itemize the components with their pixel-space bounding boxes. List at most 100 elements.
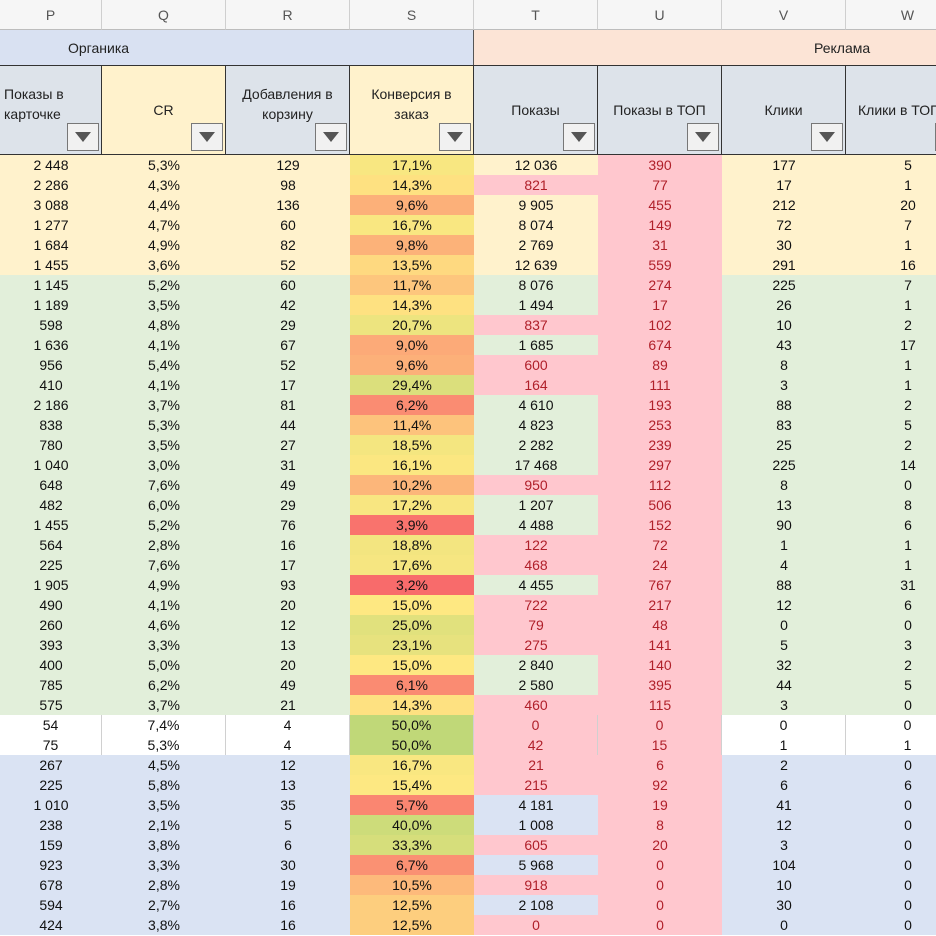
cell-top-clicks[interactable]: 7 xyxy=(846,215,936,235)
cell-clicks[interactable]: 10 xyxy=(722,315,846,335)
cell-clicks[interactable]: 10 xyxy=(722,875,846,895)
cell-order-conversion[interactable]: 11,7% xyxy=(350,275,474,295)
cell-order-conversion[interactable]: 9,8% xyxy=(350,235,474,255)
cell-card-views[interactable]: 1 455 xyxy=(0,255,102,275)
cell-add-to-cart[interactable]: 21 xyxy=(226,695,350,715)
cell-cr[interactable]: 4,7% xyxy=(102,215,226,235)
cell-order-conversion[interactable]: 33,3% xyxy=(350,835,474,855)
cell-clicks[interactable]: 8 xyxy=(722,355,846,375)
cell-impressions[interactable]: 2 840 xyxy=(474,655,598,675)
cell-top-clicks[interactable]: 0 xyxy=(846,895,936,915)
cell-clicks[interactable]: 41 xyxy=(722,795,846,815)
cell-add-to-cart[interactable]: 76 xyxy=(226,515,350,535)
field-header-card-views[interactable]: Показы в карточке xyxy=(0,65,102,155)
cell-top-clicks[interactable]: 0 xyxy=(846,915,936,935)
cell-card-views[interactable]: 923 xyxy=(0,855,102,875)
cell-add-to-cart[interactable]: 60 xyxy=(226,215,350,235)
cell-top-impressions[interactable]: 89 xyxy=(598,355,722,375)
cell-top-clicks[interactable]: 5 xyxy=(846,675,936,695)
cell-add-to-cart[interactable]: 4 xyxy=(226,735,350,755)
cell-cr[interactable]: 5,2% xyxy=(102,515,226,535)
cell-cr[interactable]: 5,3% xyxy=(102,155,226,175)
cell-top-impressions[interactable]: 102 xyxy=(598,315,722,335)
cell-order-conversion[interactable]: 15,0% xyxy=(350,595,474,615)
cell-top-impressions[interactable]: 92 xyxy=(598,775,722,795)
cell-add-to-cart[interactable]: 20 xyxy=(226,595,350,615)
cell-clicks[interactable]: 83 xyxy=(722,415,846,435)
cell-top-impressions[interactable]: 48 xyxy=(598,615,722,635)
filter-dropdown-button[interactable] xyxy=(67,123,99,151)
cell-top-impressions[interactable]: 239 xyxy=(598,435,722,455)
cell-order-conversion[interactable]: 6,1% xyxy=(350,675,474,695)
cell-clicks[interactable]: 12 xyxy=(722,595,846,615)
cell-impressions[interactable]: 9 905 xyxy=(474,195,598,215)
cell-top-clicks[interactable]: 1 xyxy=(846,555,936,575)
cell-order-conversion[interactable]: 14,3% xyxy=(350,295,474,315)
cell-top-impressions[interactable]: 217 xyxy=(598,595,722,615)
cell-add-to-cart[interactable]: 82 xyxy=(226,235,350,255)
cell-order-conversion[interactable]: 20,7% xyxy=(350,315,474,335)
cell-card-views[interactable]: 490 xyxy=(0,595,102,615)
cell-top-clicks[interactable]: 0 xyxy=(846,475,936,495)
filter-dropdown-button[interactable] xyxy=(191,123,223,151)
cell-add-to-cart[interactable]: 49 xyxy=(226,675,350,695)
cell-cr[interactable]: 3,5% xyxy=(102,295,226,315)
filter-dropdown-button[interactable] xyxy=(563,123,595,151)
cell-order-conversion[interactable]: 40,0% xyxy=(350,815,474,835)
cell-add-to-cart[interactable]: 16 xyxy=(226,895,350,915)
cell-top-clicks[interactable]: 0 xyxy=(846,615,936,635)
cell-impressions[interactable]: 1 008 xyxy=(474,815,598,835)
cell-clicks[interactable]: 90 xyxy=(722,515,846,535)
cell-clicks[interactable]: 1 xyxy=(722,735,846,755)
cell-order-conversion[interactable]: 29,4% xyxy=(350,375,474,395)
cell-top-clicks[interactable]: 2 xyxy=(846,395,936,415)
cell-top-impressions[interactable]: 77 xyxy=(598,175,722,195)
cell-order-conversion[interactable]: 6,2% xyxy=(350,395,474,415)
cell-impressions[interactable]: 5 968 xyxy=(474,855,598,875)
cell-impressions[interactable]: 4 488 xyxy=(474,515,598,535)
cell-card-views[interactable]: 564 xyxy=(0,535,102,555)
column-header-q[interactable]: Q xyxy=(102,0,226,30)
cell-order-conversion[interactable]: 3,2% xyxy=(350,575,474,595)
column-header-v[interactable]: V xyxy=(722,0,846,30)
cell-add-to-cart[interactable]: 52 xyxy=(226,255,350,275)
cell-clicks[interactable]: 6 xyxy=(722,775,846,795)
cell-top-impressions[interactable]: 15 xyxy=(598,735,722,755)
cell-top-clicks[interactable]: 0 xyxy=(846,695,936,715)
filter-dropdown-button[interactable] xyxy=(811,123,843,151)
cell-add-to-cart[interactable]: 81 xyxy=(226,395,350,415)
cell-impressions[interactable]: 2 769 xyxy=(474,235,598,255)
cell-cr[interactable]: 3,3% xyxy=(102,635,226,655)
cell-card-views[interactable]: 1 040 xyxy=(0,455,102,475)
cell-impressions[interactable]: 605 xyxy=(474,835,598,855)
cell-impressions[interactable]: 275 xyxy=(474,635,598,655)
cell-impressions[interactable]: 600 xyxy=(474,355,598,375)
cell-cr[interactable]: 4,5% xyxy=(102,755,226,775)
cell-impressions[interactable]: 918 xyxy=(474,875,598,895)
cell-clicks[interactable]: 3 xyxy=(722,375,846,395)
cell-clicks[interactable]: 0 xyxy=(722,615,846,635)
cell-top-clicks[interactable]: 1 xyxy=(846,175,936,195)
cell-order-conversion[interactable]: 17,6% xyxy=(350,555,474,575)
cell-clicks[interactable]: 104 xyxy=(722,855,846,875)
column-header-w[interactable]: W xyxy=(846,0,936,30)
cell-clicks[interactable]: 5 xyxy=(722,635,846,655)
cell-impressions[interactable]: 468 xyxy=(474,555,598,575)
column-header-u[interactable]: U xyxy=(598,0,722,30)
cell-order-conversion[interactable]: 14,3% xyxy=(350,695,474,715)
cell-add-to-cart[interactable]: 5 xyxy=(226,815,350,835)
cell-top-clicks[interactable]: 0 xyxy=(846,795,936,815)
cell-cr[interactable]: 4,1% xyxy=(102,375,226,395)
filter-dropdown-button[interactable] xyxy=(315,123,347,151)
cell-top-clicks[interactable]: 17 xyxy=(846,335,936,355)
cell-top-impressions[interactable]: 24 xyxy=(598,555,722,575)
cell-add-to-cart[interactable]: 12 xyxy=(226,755,350,775)
cell-order-conversion[interactable]: 16,1% xyxy=(350,455,474,475)
cell-impressions[interactable]: 0 xyxy=(474,915,598,935)
cell-impressions[interactable]: 4 181 xyxy=(474,795,598,815)
cell-impressions[interactable]: 4 823 xyxy=(474,415,598,435)
cell-card-views[interactable]: 2 448 xyxy=(0,155,102,175)
cell-clicks[interactable]: 3 xyxy=(722,695,846,715)
cell-top-clicks[interactable]: 0 xyxy=(846,875,936,895)
